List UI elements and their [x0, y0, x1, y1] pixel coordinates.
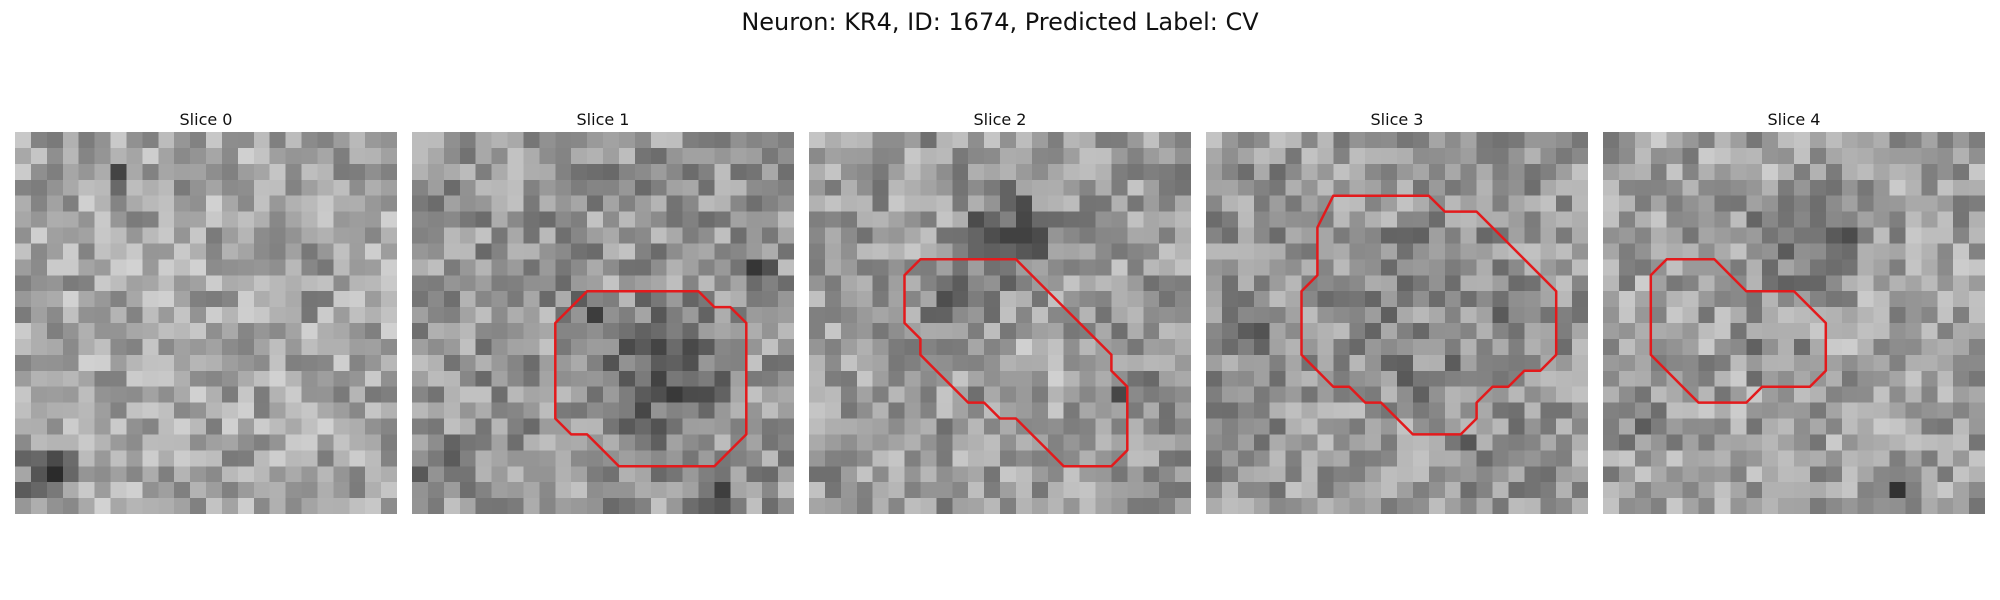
slice-title: Slice 3: [1206, 108, 1588, 132]
slice-image: [1206, 132, 1588, 514]
figure-title: Neuron: KR4, ID: 1674, Predicted Label: …: [0, 8, 2000, 36]
roi-outline-layer: [809, 132, 1191, 514]
roi-outline: [555, 291, 746, 466]
roi-outline-layer: [412, 132, 794, 514]
slice-title: Slice 0: [15, 108, 397, 132]
slice-image: [1603, 132, 1985, 514]
roi-outline-layer: [15, 132, 397, 514]
roi-outline-layer: [1603, 132, 1985, 514]
slice-image: [15, 132, 397, 514]
slice-title: Slice 2: [809, 108, 1191, 132]
slice-panel-4: Slice 4: [1603, 108, 1985, 514]
slice-panel-1: Slice 1: [412, 108, 794, 514]
slice-panel-3: Slice 3: [1206, 108, 1588, 514]
slice-panel-0: Slice 0: [15, 108, 397, 514]
slice-title: Slice 4: [1603, 108, 1985, 132]
roi-outline: [1302, 196, 1557, 435]
slice-image: [809, 132, 1191, 514]
slice-title: Slice 1: [412, 108, 794, 132]
roi-outline: [1651, 259, 1826, 402]
slice-panel-2: Slice 2: [809, 108, 1191, 514]
roi-outline: [905, 259, 1128, 466]
slice-image: [412, 132, 794, 514]
roi-outline-layer: [1206, 132, 1588, 514]
